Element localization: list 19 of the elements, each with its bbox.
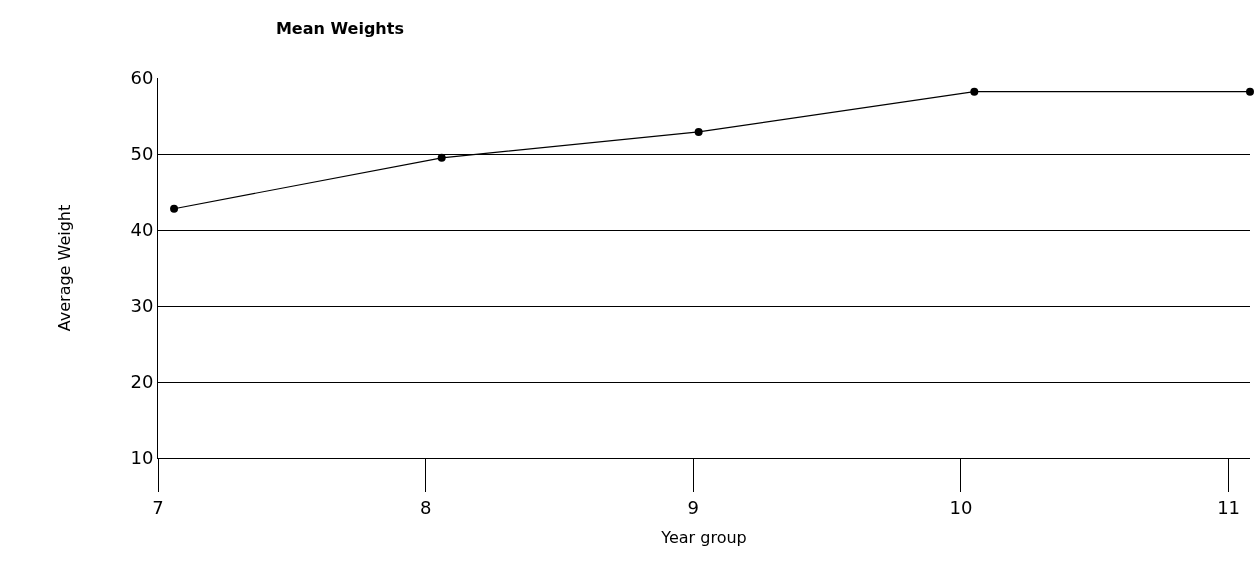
y-axis-title: Average Weight [55, 204, 75, 332]
y-tick-label: 20 [130, 371, 154, 393]
x-axis-title: Year group [660, 528, 747, 548]
y-tick-label: 50 [130, 143, 154, 165]
y-tick-label: 30 [130, 295, 154, 317]
y-tick-label: 10 [130, 447, 154, 469]
y-tick-label: 40 [130, 219, 154, 241]
point [970, 87, 979, 96]
x-tick-label: 7 [152, 496, 164, 518]
point [170, 204, 179, 213]
x-tick-label: 8 [419, 496, 432, 518]
point [437, 153, 446, 162]
x-tick-label: 11 [1217, 496, 1241, 518]
point [694, 127, 703, 136]
point [1246, 87, 1254, 96]
x-tick-label: 9 [687, 496, 700, 518]
y-tick-label: 60 [130, 67, 154, 89]
chart-title: Mean Weights [275, 18, 404, 38]
x-tick-label: 10 [949, 496, 973, 518]
